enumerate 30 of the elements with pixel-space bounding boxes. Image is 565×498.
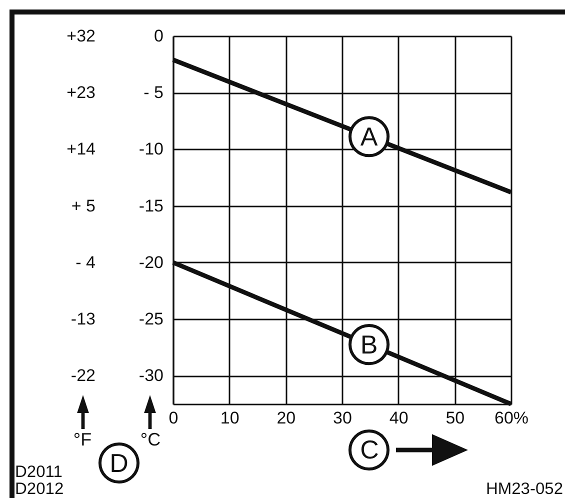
- series-label: A: [360, 122, 378, 152]
- y-tick-label: 0: [154, 26, 164, 46]
- text: HM23-052: [486, 480, 563, 498]
- series-label: B: [360, 330, 378, 360]
- y-tick-label: -20: [138, 252, 164, 272]
- x-tick-label: 60%: [494, 408, 529, 428]
- y-axis-title: °C: [140, 430, 161, 450]
- y2-tick-label: +32: [66, 26, 96, 46]
- y2-tick-label: +14: [66, 140, 96, 159]
- text: D: [110, 448, 128, 478]
- text: D2011: [15, 463, 62, 481]
- y2-tick-label: -22: [70, 366, 96, 386]
- y2-tick-label: + 5: [71, 196, 96, 216]
- y-tick-label: -10: [138, 140, 164, 159]
- x-tick-label: 50: [446, 408, 465, 428]
- y-tick-label: -30: [138, 366, 164, 386]
- y2-tick-label: +23: [66, 83, 96, 102]
- x-tick-label: 0: [168, 408, 178, 428]
- y-tick-label: - 5: [144, 83, 164, 102]
- x-axis-title: C: [360, 434, 379, 464]
- x-tick-label: 20: [276, 408, 296, 428]
- y2-tick-label: -13: [70, 310, 96, 329]
- y-tick-label: -25: [138, 310, 164, 329]
- y-tick-label: -15: [138, 196, 164, 216]
- text: D2012: [15, 480, 64, 498]
- x-tick-label: 10: [220, 408, 240, 428]
- x-tick-label: 40: [389, 408, 408, 428]
- x-tick-label: 30: [333, 408, 352, 428]
- y2-axis-title: °F: [73, 430, 92, 450]
- y2-tick-label: - 4: [76, 252, 96, 272]
